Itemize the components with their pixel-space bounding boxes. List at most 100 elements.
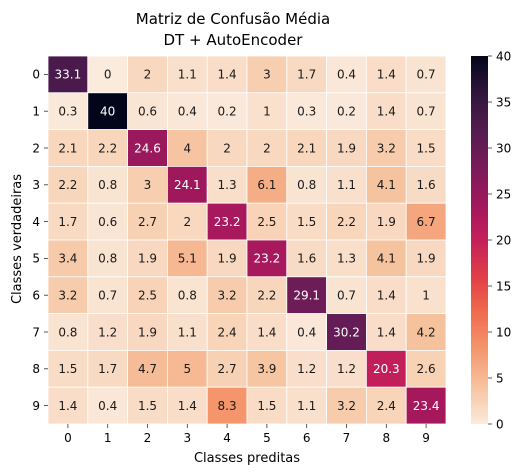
colorbar-tick-label: 35 <box>496 95 511 109</box>
heatmap-cell-label: 0.8 <box>58 325 77 339</box>
heatmap-cell <box>286 92 327 131</box>
heatmap-cell <box>405 313 447 351</box>
heatmap-cell-label: 0.4 <box>98 399 117 413</box>
heatmap-cell-label: 1.4 <box>377 68 396 82</box>
x-tick-label: 7 <box>343 431 351 445</box>
x-axis-ticks: 0 1 2 3 4 5 6 7 8 9 <box>64 424 430 445</box>
heatmap-cell-label: 2.2 <box>337 215 356 229</box>
chart-title-line2: DT + AutoEncoder <box>164 31 304 49</box>
heatmap-cell <box>326 202 367 241</box>
colorbar-tick-label: 30 <box>496 141 511 155</box>
chart-title-line1: Matriz de Confusão Média <box>136 10 330 28</box>
heatmap-cell-label: 2.2 <box>98 141 117 155</box>
x-tick-label: 3 <box>183 431 191 445</box>
heatmap-cell-label: 24.6 <box>134 141 161 155</box>
heatmap-cell <box>87 92 129 131</box>
heatmap-cell-label: 23.2 <box>214 215 241 229</box>
heatmap-cell-label: 3.4 <box>58 252 77 266</box>
heatmap-cell-label: 0.4 <box>297 325 316 339</box>
heatmap-cell <box>87 202 129 241</box>
heatmap-cell <box>206 313 248 351</box>
heatmap-cell-label: 1.4 <box>377 325 396 339</box>
heatmap-cell-label: 2 <box>263 141 271 155</box>
heatmap-cell <box>286 313 327 351</box>
colorbar-tick-label: 10 <box>496 325 511 339</box>
colorbar <box>471 56 488 424</box>
heatmap-cell-label: 1.4 <box>58 399 77 413</box>
heatmap-cell <box>405 165 447 204</box>
y-tick-label: 0 <box>32 68 40 82</box>
heatmap-cell-label: 2.5 <box>138 289 157 303</box>
x-tick-label: 9 <box>422 431 430 445</box>
heatmap-cell <box>365 349 407 388</box>
heatmap-cell-label: 3.2 <box>218 289 237 303</box>
heatmap-cell <box>246 165 288 204</box>
heatmap-cell-label: 5.1 <box>178 252 197 266</box>
heatmap-cell-label: 1.7 <box>98 362 117 376</box>
y-tick-label: 1 <box>32 105 40 119</box>
heatmap-cell-label: 1.4 <box>377 289 396 303</box>
heatmap-cell-label: 1.9 <box>218 252 237 266</box>
heatmap-cell <box>405 386 447 425</box>
heatmap-cell <box>47 55 89 94</box>
heatmap-cell-label: 0.4 <box>337 68 356 82</box>
heatmap-cell <box>246 55 288 94</box>
heatmap-cell-label: 1.9 <box>417 252 436 266</box>
heatmap-cell <box>365 129 407 167</box>
heatmap-cell-label: 23.4 <box>413 399 440 413</box>
y-axis-ticks: 0 1 2 3 4 5 6 7 8 9 <box>32 68 48 413</box>
heatmap-cell-label: 0 <box>104 68 112 82</box>
y-tick-label: 7 <box>32 325 40 339</box>
heatmap-cell <box>246 386 288 425</box>
heatmap-cell <box>365 239 407 278</box>
heatmap-cell <box>286 202 327 241</box>
heatmap-cell-label: 1.1 <box>297 399 316 413</box>
heatmap-cell-label: 1.7 <box>297 68 316 82</box>
heatmap-cell <box>405 92 447 131</box>
heatmap-cell-label: 2.4 <box>218 325 237 339</box>
heatmap-cell-label: 1.9 <box>138 252 157 266</box>
heatmap-cell-label: 1.2 <box>98 325 117 339</box>
x-tick-label: 6 <box>303 431 311 445</box>
x-tick-label: 8 <box>382 431 390 445</box>
heatmap-cell <box>365 165 407 204</box>
heatmap-cell <box>166 313 208 351</box>
heatmap-cell-label: 0.4 <box>178 105 197 119</box>
heatmap-cell <box>87 313 129 351</box>
colorbar-tick-label: 25 <box>496 187 511 201</box>
heatmap-cell-label: 0.7 <box>337 289 356 303</box>
heatmap-cell <box>405 202 447 241</box>
heatmap-cell-label: 2.6 <box>417 362 436 376</box>
heatmap-cell-label: 1.1 <box>178 325 197 339</box>
heatmap-cell <box>405 276 447 314</box>
heatmap-cell-label: 1.3 <box>337 252 356 266</box>
heatmap-cell-label: 3.9 <box>257 362 276 376</box>
heatmap-cells <box>47 55 447 425</box>
x-tick-label: 2 <box>144 431 152 445</box>
heatmap-cell-label: 6.7 <box>417 215 436 229</box>
heatmap-cell-label: 2.5 <box>257 215 276 229</box>
heatmap-cell <box>166 349 208 388</box>
heatmap-cell <box>47 276 89 314</box>
heatmap-cell-label: 1.4 <box>178 399 197 413</box>
heatmap-cell <box>326 349 367 388</box>
heatmap-cell-label: 5 <box>183 362 191 376</box>
heatmap-cell <box>246 276 288 314</box>
heatmap-cell-label: 2.7 <box>138 215 157 229</box>
heatmap-cell-label: 1.5 <box>417 141 436 155</box>
heatmap-cell-label: 0.2 <box>337 105 356 119</box>
heatmap-cell <box>365 276 407 314</box>
heatmap-cell-label: 0.7 <box>417 68 436 82</box>
heatmap-cell <box>326 276 367 314</box>
heatmap-cell <box>127 349 168 388</box>
heatmap-cell-label: 2.1 <box>58 141 77 155</box>
heatmap-cell-label: 1.4 <box>377 105 396 119</box>
heatmap-cell-label: 0.8 <box>98 178 117 192</box>
heatmap-cell <box>286 276 327 314</box>
heatmap-cell-label: 1.4 <box>218 68 237 82</box>
heatmap-cell-label: 24.1 <box>174 178 201 192</box>
heatmap-cell <box>365 92 407 131</box>
heatmap-cell-label: 2.7 <box>218 362 237 376</box>
heatmap-cell <box>405 129 447 167</box>
colorbar-tick-label: 0 <box>496 417 504 431</box>
